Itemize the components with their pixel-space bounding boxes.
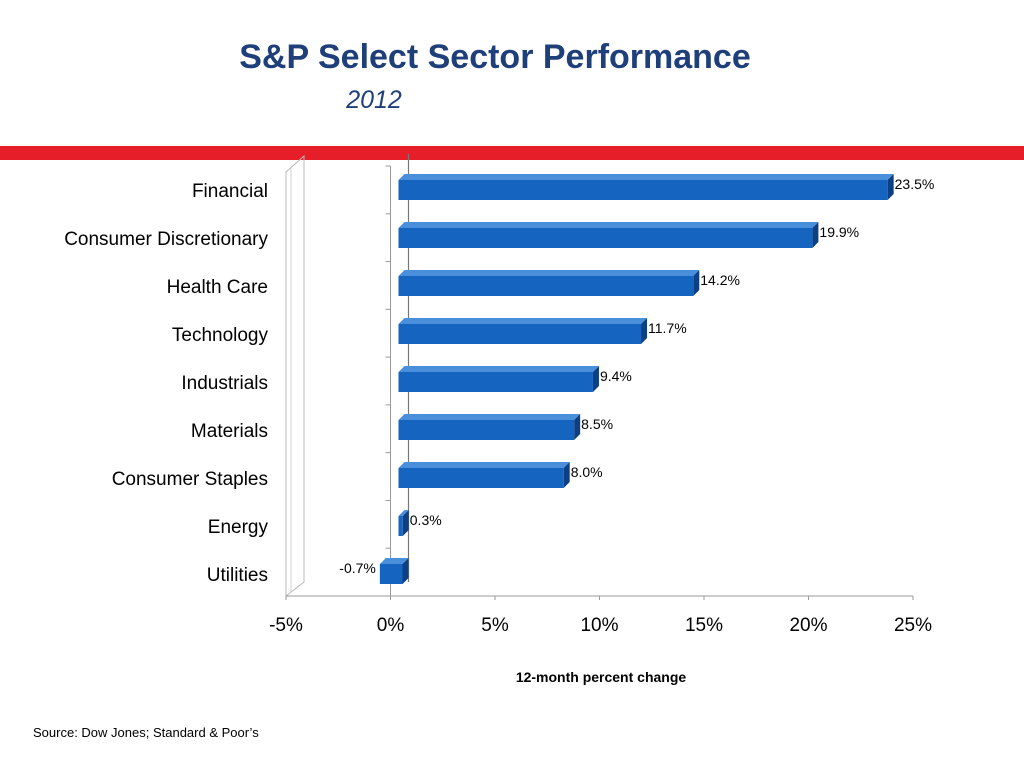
bar-top xyxy=(398,462,570,468)
bar-top xyxy=(398,510,409,516)
bar-side xyxy=(402,510,409,536)
category-label: Utilities xyxy=(207,565,268,586)
data-label: 23.5% xyxy=(895,176,935,192)
chart-wall xyxy=(285,154,305,598)
bars xyxy=(379,174,894,584)
x-tick-label: 20% xyxy=(789,615,827,636)
category-label: Technology xyxy=(172,325,269,346)
category-label: Industrials xyxy=(181,373,268,394)
page-subtitle: 2012 xyxy=(346,86,402,114)
bar-side xyxy=(563,462,570,488)
data-label: 19.9% xyxy=(819,224,859,240)
bar-top xyxy=(398,414,581,420)
data-label: 8.5% xyxy=(581,416,613,432)
x-tick-label: 5% xyxy=(481,615,509,636)
page-title: S&P Select Sector Performance xyxy=(239,38,751,76)
bar xyxy=(398,180,888,200)
bar xyxy=(398,324,642,344)
x-tick-label: 10% xyxy=(580,615,618,636)
bar-top xyxy=(398,270,700,276)
bar-side xyxy=(592,366,599,392)
bar-side xyxy=(641,318,648,344)
x-tick-label: -5% xyxy=(269,615,303,636)
bar-top xyxy=(398,222,819,228)
data-label: 11.7% xyxy=(648,320,687,336)
category-label: Consumer Staples xyxy=(112,469,268,490)
accent-divider xyxy=(0,146,1024,160)
data-label: 8.0% xyxy=(571,464,603,480)
data-label: -0.7% xyxy=(339,560,376,576)
bar xyxy=(398,372,593,392)
data-label: 9.4% xyxy=(600,368,632,384)
bar xyxy=(398,468,564,488)
x-tick-label: 25% xyxy=(894,615,932,636)
data-labels: 23.5% 19.9% 14.2% 11.7% 9.4% 8.5% 8.0% 0.3% -0.7… xyxy=(339,176,934,576)
bar-side xyxy=(887,174,894,200)
x-tick-label: 0% xyxy=(377,615,405,636)
bar-top xyxy=(398,366,599,372)
category-label: Energy xyxy=(208,517,269,538)
category-labels: Financial Consumer Discretionary Health Ca… xyxy=(64,181,268,586)
bar-top xyxy=(398,318,648,324)
bar xyxy=(379,564,403,584)
bar xyxy=(398,516,403,536)
category-label: Materials xyxy=(191,421,268,442)
category-label: Consumer Discretionary xyxy=(64,229,268,250)
x-axis: -5% 0% 5% 10% 15% 20% 25% xyxy=(269,596,932,636)
data-label: 14.2% xyxy=(700,272,740,288)
bar xyxy=(398,228,813,248)
bar xyxy=(398,420,575,440)
bar-side xyxy=(812,222,819,248)
x-tick-label: 15% xyxy=(685,615,723,636)
bar-side xyxy=(693,270,700,296)
x-axis-title: 12-month percent change xyxy=(516,669,687,685)
category-label: Financial xyxy=(192,181,268,202)
bar-top xyxy=(398,174,894,180)
bar-side xyxy=(574,414,581,440)
bar-side xyxy=(402,558,409,584)
source-note: Source: Dow Jones; Standard & Poor’s xyxy=(33,725,259,740)
category-label: Health Care xyxy=(167,277,268,298)
data-label: 0.3% xyxy=(410,512,442,528)
bar xyxy=(398,276,694,296)
bar-top xyxy=(379,558,409,564)
bar-chart: Financial Consumer Discretionary Health Ca… xyxy=(64,154,934,685)
